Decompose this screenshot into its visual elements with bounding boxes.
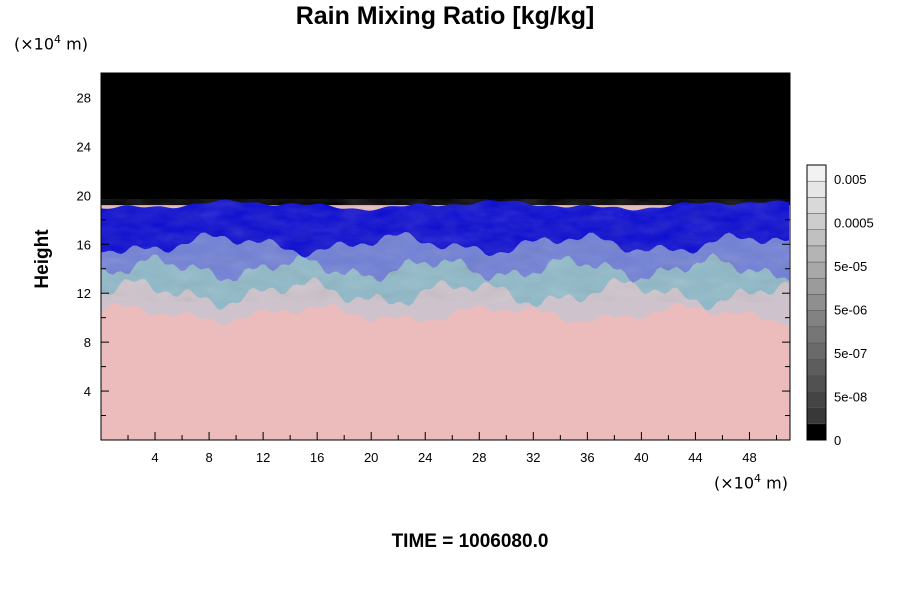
colorbar-label: 5e-05 [834,259,867,274]
colorbar-level [806,245,827,263]
y-tick-label: 4 [84,384,91,399]
y-tick-label: 24 [77,139,91,154]
colorbar-level [806,261,827,279]
x-tick-label: 12 [256,450,270,465]
heatmap-field [101,73,790,440]
colorbar-label: 5e-08 [834,390,867,405]
x-tick-label: 20 [364,450,378,465]
colorbar-level [806,294,827,311]
colorbar-label: 0.0005 [834,216,874,231]
colorbar-level [806,391,827,408]
y-axis-label: Height [32,229,53,289]
x-tick-label: 48 [742,450,756,465]
colorbar-level [806,310,827,328]
y-tick-label: 16 [77,237,91,252]
x-tick-label: 36 [580,450,594,465]
y-axis-unit: (×104 m) [14,33,88,54]
colorbar-level [806,342,827,360]
field-top-region [101,73,790,206]
colorbar-label: 5e-07 [834,346,867,361]
colorbar-level [806,229,827,247]
colorbar-level [806,213,827,230]
x-tick-label: 8 [205,450,212,465]
colorbar-level [806,375,827,392]
colorbar-level [806,423,827,441]
x-axis-unit: (×104 m) [714,472,788,493]
colorbar-level [806,197,827,214]
y-tick-label: 8 [84,335,91,350]
field-texture [101,199,790,302]
colorbar-level [806,164,827,182]
x-tick-label: 16 [310,450,324,465]
colorbar-level [806,180,827,198]
y-tick-label: 20 [77,188,91,203]
y-tick-label: 28 [77,90,91,105]
x-tick-label: 28 [472,450,486,465]
colorbar-level [806,407,827,425]
colorbar-label: 0.005 [834,172,867,187]
colorbar-frame [806,164,827,441]
x-tick-label: 32 [526,450,540,465]
time-label: TIME = 1006080.0 [391,531,549,552]
x-tick-label: 4 [151,450,158,465]
colorbar-level [806,358,827,376]
plot-frame [100,72,791,441]
chart-title: Rain Mixing Ratio [kg/kg] [295,2,595,30]
colorbar-label: 0 [834,433,841,448]
colorbar-level [806,277,827,295]
colorbar-level [806,326,827,344]
colorbar-label: 5e-06 [834,303,867,318]
x-tick-label: 40 [634,450,648,465]
x-tick-label: 24 [418,450,432,465]
y-tick-label: 12 [77,286,91,301]
colorbar: 0.005 0.0005 5e-05 5e-06 5e-07 5e-08 0 [806,164,874,448]
x-tick-label: 44 [688,450,702,465]
